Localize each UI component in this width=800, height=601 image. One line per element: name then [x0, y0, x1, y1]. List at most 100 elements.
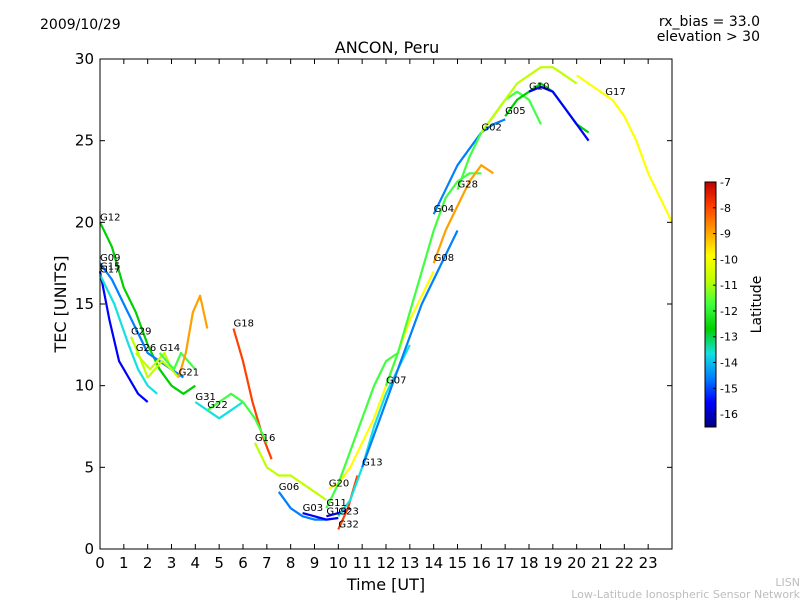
series-label: G18	[233, 319, 253, 330]
x-tick-label: 17	[496, 554, 515, 572]
series-label: G28	[458, 180, 478, 191]
series-line-g08	[432, 164, 494, 264]
colorbar-tick-label: -15	[720, 382, 738, 395]
footer-lisn: LISN	[775, 576, 800, 589]
series-label: G14	[160, 343, 180, 354]
colorbar-tick-label: -13	[720, 331, 738, 344]
series-line-g26	[134, 351, 173, 371]
series-label: G13	[362, 457, 382, 468]
x-tick-label: 23	[639, 554, 658, 572]
series-line-g07	[384, 172, 482, 387]
series-label: G06	[279, 482, 299, 493]
plot-frame	[99, 58, 673, 550]
series-line-g23	[337, 344, 411, 517]
chart-title: ANCON, Peru	[334, 38, 440, 57]
colorbar-tick-label: -8	[720, 202, 731, 215]
series-label: G22	[207, 400, 227, 411]
series-line-g22	[206, 392, 268, 444]
series-line-g13	[361, 230, 459, 468]
series-line-g17b	[576, 74, 673, 223]
x-tick-label: 4	[191, 554, 201, 572]
rx-bias-label: rx_bias = 33.0	[658, 14, 760, 30]
colorbar-tick-label: -14	[720, 357, 738, 370]
x-tick-label: 15	[448, 554, 467, 572]
series-label: G17	[605, 87, 625, 98]
series-line-g16	[253, 442, 328, 501]
series-line-g17	[99, 274, 158, 395]
series-line-g15	[98, 271, 149, 403]
series-label: G10	[529, 82, 549, 93]
series-label: G17	[100, 265, 120, 276]
series-label: G15	[100, 261, 120, 272]
x-tick-label: 16	[472, 554, 491, 572]
x-tick-label: 11	[353, 554, 372, 572]
series-label: G26	[136, 343, 156, 354]
series-line-g20	[328, 270, 435, 490]
y-tick-label: 0	[84, 540, 94, 558]
y-tick-label: 15	[75, 295, 94, 313]
x-tick-label: 10	[329, 554, 348, 572]
y-tick-label: 10	[75, 377, 94, 395]
series-label: G04	[434, 204, 454, 215]
x-tick-label: 13	[400, 554, 419, 572]
colorbar-tick-label: -9	[720, 228, 731, 241]
series-line-g14	[158, 351, 197, 371]
colorbar-tick-label: -12	[720, 305, 738, 318]
series-line-g12	[99, 221, 196, 395]
series-label: G29	[131, 327, 151, 338]
date-label: 2009/10/29	[40, 17, 121, 33]
colorbar	[704, 181, 717, 428]
series-line-g06	[277, 491, 327, 521]
x-tick-label: 20	[567, 554, 586, 572]
x-tick-label: 19	[543, 554, 562, 572]
x-tick-label: 8	[286, 554, 296, 572]
colorbar-tick-label: -10	[720, 253, 738, 266]
y-tick-label: 5	[84, 458, 94, 476]
series-label: G09	[100, 253, 120, 264]
x-tick-label: 14	[424, 554, 443, 572]
series-label: G23	[338, 506, 358, 517]
series-line-g11	[325, 352, 399, 509]
x-tick-label: 9	[310, 554, 320, 572]
x-tick-label: 12	[376, 554, 395, 572]
series-line-g03	[302, 512, 339, 521]
x-tick-label: 6	[238, 554, 248, 572]
colorbar-label: Latitude	[749, 276, 765, 334]
colorbar-tick-label: -11	[720, 279, 738, 292]
series-label: G16	[255, 433, 275, 444]
series-label: G19	[326, 506, 346, 517]
series-line-g21	[177, 294, 209, 378]
colorbar-tick-label: -7	[720, 176, 731, 189]
y-axis-label: TEC [UNITS]	[51, 256, 70, 354]
series-label: G05	[505, 106, 525, 117]
series-line-g10	[528, 85, 590, 142]
series-line-g02	[480, 66, 578, 134]
x-tick-label: 7	[262, 554, 272, 572]
x-tick-label: 3	[167, 554, 177, 572]
series-line-g04	[432, 118, 506, 215]
series-label: G02	[481, 123, 501, 134]
series-label: G08	[434, 253, 454, 264]
x-tick-label: 1	[119, 554, 129, 572]
series-line-g18	[232, 328, 273, 460]
series-label: G07	[386, 376, 406, 387]
y-tick-label: 25	[75, 132, 94, 150]
x-tick-label: 0	[95, 554, 105, 572]
colorbar-tick-label: -16	[720, 408, 738, 421]
x-tick-label: 2	[143, 554, 153, 572]
series-label: G21	[179, 368, 199, 379]
x-tick-label: 18	[519, 554, 538, 572]
series-line-g31	[194, 401, 244, 420]
x-axis-label: Time [UT]	[346, 575, 425, 594]
series-label: G11	[326, 498, 346, 509]
series-label: G12	[100, 212, 120, 223]
x-tick-label: 22	[615, 554, 634, 572]
series-label: G03	[303, 503, 323, 514]
y-tick-label: 30	[75, 50, 94, 68]
footer-network: Low-Latitude Ionospheric Sensor Network	[571, 588, 800, 601]
x-tick-label: 5	[214, 554, 224, 572]
x-tick-label: 21	[591, 554, 610, 572]
y-tick-label: 20	[75, 213, 94, 231]
series-label: G32	[338, 519, 358, 530]
